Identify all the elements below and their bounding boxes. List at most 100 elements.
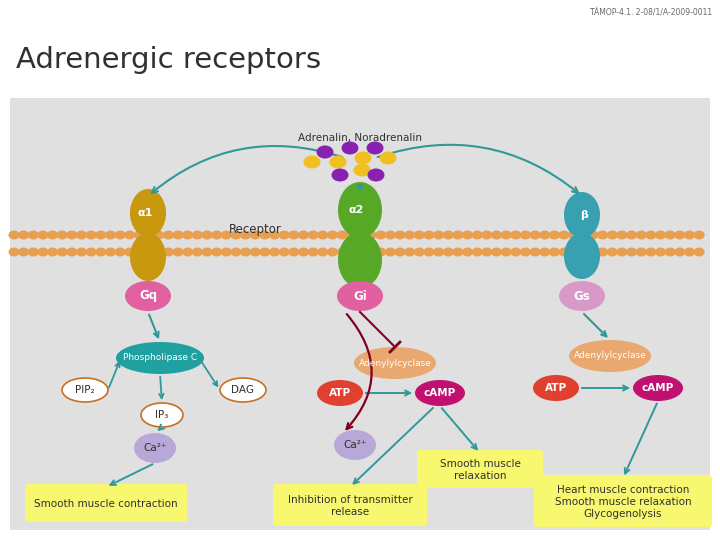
Ellipse shape	[279, 231, 289, 240]
Ellipse shape	[626, 231, 637, 240]
Ellipse shape	[423, 231, 434, 240]
Ellipse shape	[220, 378, 266, 402]
Ellipse shape	[327, 247, 338, 256]
Ellipse shape	[66, 231, 78, 240]
Ellipse shape	[173, 231, 184, 240]
Ellipse shape	[28, 231, 39, 240]
Ellipse shape	[530, 247, 541, 256]
Ellipse shape	[192, 231, 203, 240]
Ellipse shape	[86, 247, 96, 256]
Ellipse shape	[533, 375, 579, 401]
Text: Smooth muscle contraction: Smooth muscle contraction	[34, 499, 178, 509]
Text: Heart muscle contraction
Smooth muscle relaxation
Glycogenolysis: Heart muscle contraction Smooth muscle r…	[554, 485, 691, 518]
Ellipse shape	[452, 231, 464, 240]
Ellipse shape	[163, 247, 174, 256]
Ellipse shape	[298, 247, 309, 256]
Ellipse shape	[37, 231, 48, 240]
Text: α2: α2	[348, 205, 364, 215]
Ellipse shape	[684, 231, 695, 240]
Ellipse shape	[62, 378, 108, 402]
Ellipse shape	[346, 247, 357, 256]
Ellipse shape	[385, 247, 396, 256]
Ellipse shape	[76, 231, 87, 240]
Ellipse shape	[559, 281, 605, 311]
Ellipse shape	[86, 231, 96, 240]
Ellipse shape	[105, 247, 116, 256]
Ellipse shape	[134, 433, 176, 463]
Ellipse shape	[269, 247, 280, 256]
Text: Receptor: Receptor	[228, 224, 282, 237]
Ellipse shape	[47, 247, 58, 256]
Ellipse shape	[288, 231, 300, 240]
Ellipse shape	[192, 247, 203, 256]
Ellipse shape	[693, 231, 705, 240]
Text: PIP₂: PIP₂	[75, 385, 95, 395]
Ellipse shape	[616, 247, 627, 256]
Ellipse shape	[334, 430, 376, 460]
Ellipse shape	[675, 247, 685, 256]
Ellipse shape	[114, 231, 126, 240]
Text: cAMP: cAMP	[424, 388, 456, 398]
Ellipse shape	[307, 247, 319, 256]
Text: IP₃: IP₃	[156, 410, 168, 420]
Ellipse shape	[182, 247, 193, 256]
Ellipse shape	[549, 231, 560, 240]
Ellipse shape	[693, 247, 705, 256]
Ellipse shape	[9, 231, 19, 240]
Ellipse shape	[568, 247, 579, 256]
Ellipse shape	[288, 247, 300, 256]
Ellipse shape	[564, 192, 600, 238]
Text: cAMP: cAMP	[642, 383, 674, 393]
Ellipse shape	[375, 247, 386, 256]
Ellipse shape	[304, 156, 320, 168]
Text: Gq: Gq	[139, 289, 157, 302]
Ellipse shape	[539, 247, 550, 256]
Ellipse shape	[221, 247, 232, 256]
FancyBboxPatch shape	[534, 475, 712, 527]
Ellipse shape	[395, 247, 405, 256]
Ellipse shape	[578, 231, 589, 240]
Ellipse shape	[114, 247, 126, 256]
Ellipse shape	[130, 233, 166, 281]
Ellipse shape	[472, 247, 482, 256]
Ellipse shape	[95, 231, 107, 240]
Ellipse shape	[143, 247, 155, 256]
Ellipse shape	[491, 231, 502, 240]
Ellipse shape	[684, 247, 695, 256]
Ellipse shape	[125, 247, 135, 256]
Ellipse shape	[395, 231, 405, 240]
Ellipse shape	[331, 168, 348, 181]
Ellipse shape	[173, 247, 184, 256]
Ellipse shape	[221, 231, 232, 240]
Ellipse shape	[559, 247, 570, 256]
Ellipse shape	[356, 231, 367, 240]
Ellipse shape	[564, 233, 600, 279]
Ellipse shape	[57, 247, 68, 256]
Ellipse shape	[202, 231, 212, 240]
Ellipse shape	[443, 231, 454, 240]
Ellipse shape	[462, 247, 473, 256]
Ellipse shape	[559, 231, 570, 240]
Ellipse shape	[163, 231, 174, 240]
Ellipse shape	[354, 347, 436, 379]
Ellipse shape	[626, 247, 637, 256]
Text: TÁMOP-4.1. 2-08/1/A-2009-0011: TÁMOP-4.1. 2-08/1/A-2009-0011	[590, 9, 712, 18]
Ellipse shape	[665, 231, 675, 240]
Ellipse shape	[482, 231, 492, 240]
Ellipse shape	[597, 247, 608, 256]
Ellipse shape	[143, 231, 155, 240]
Ellipse shape	[636, 231, 647, 240]
Ellipse shape	[37, 247, 48, 256]
Ellipse shape	[318, 247, 328, 256]
Text: Adenylylcyclase: Adenylylcyclase	[359, 359, 431, 368]
Ellipse shape	[404, 247, 415, 256]
Ellipse shape	[588, 231, 598, 240]
Ellipse shape	[337, 247, 348, 256]
Ellipse shape	[607, 231, 618, 240]
Ellipse shape	[636, 247, 647, 256]
Ellipse shape	[472, 231, 482, 240]
Ellipse shape	[250, 231, 261, 240]
Ellipse shape	[327, 231, 338, 240]
Ellipse shape	[259, 247, 271, 256]
Ellipse shape	[510, 247, 521, 256]
